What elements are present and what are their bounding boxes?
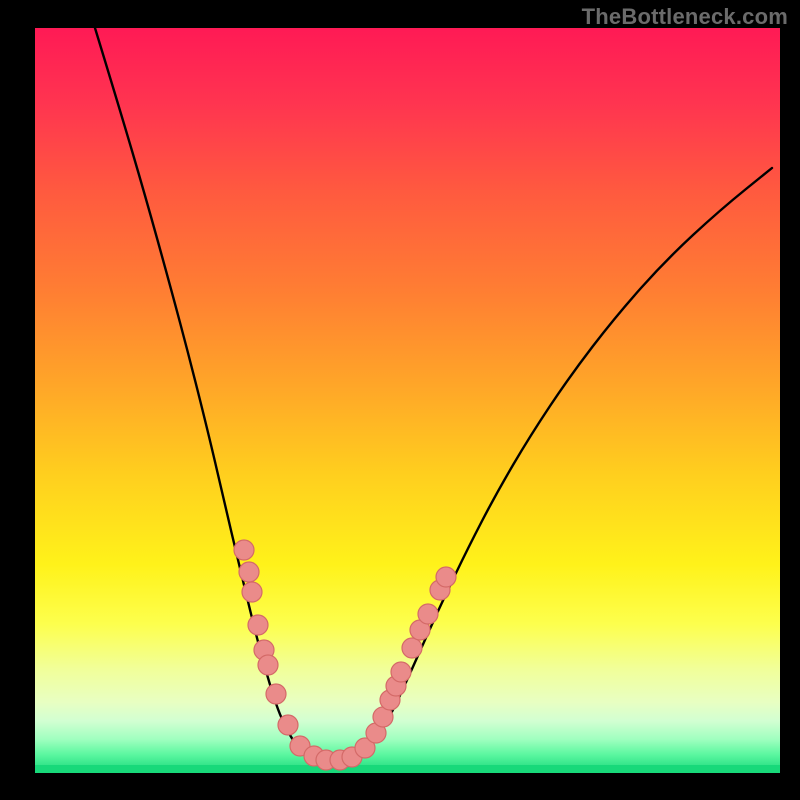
- watermark-text: TheBottleneck.com: [582, 4, 788, 30]
- marker-dot: [266, 684, 286, 704]
- curve-markers: [234, 540, 456, 770]
- stage: TheBottleneck.com: [0, 0, 800, 800]
- marker-dot: [402, 638, 422, 658]
- marker-dot: [242, 582, 262, 602]
- marker-dot: [380, 690, 400, 710]
- marker-dot: [278, 715, 298, 735]
- marker-dot: [330, 750, 350, 770]
- marker-dot: [316, 750, 336, 770]
- marker-dot: [410, 620, 430, 640]
- marker-dot: [248, 615, 268, 635]
- marker-dot: [258, 655, 278, 675]
- marker-dot: [366, 723, 386, 743]
- marker-dot: [239, 562, 259, 582]
- marker-dot: [391, 662, 411, 682]
- gradient-background: [35, 28, 780, 773]
- marker-dot: [386, 676, 406, 696]
- marker-dot: [342, 747, 362, 767]
- marker-dot: [304, 746, 324, 766]
- marker-dot: [234, 540, 254, 560]
- marker-dot: [430, 580, 450, 600]
- chart-svg: [0, 0, 800, 800]
- marker-dot: [290, 736, 310, 756]
- marker-dot: [418, 604, 438, 624]
- v-curve: [95, 28, 772, 762]
- bottom-green-band: [35, 765, 780, 773]
- marker-dot: [373, 707, 393, 727]
- marker-dot: [254, 640, 274, 660]
- marker-dot: [355, 738, 375, 758]
- marker-dot: [436, 567, 456, 587]
